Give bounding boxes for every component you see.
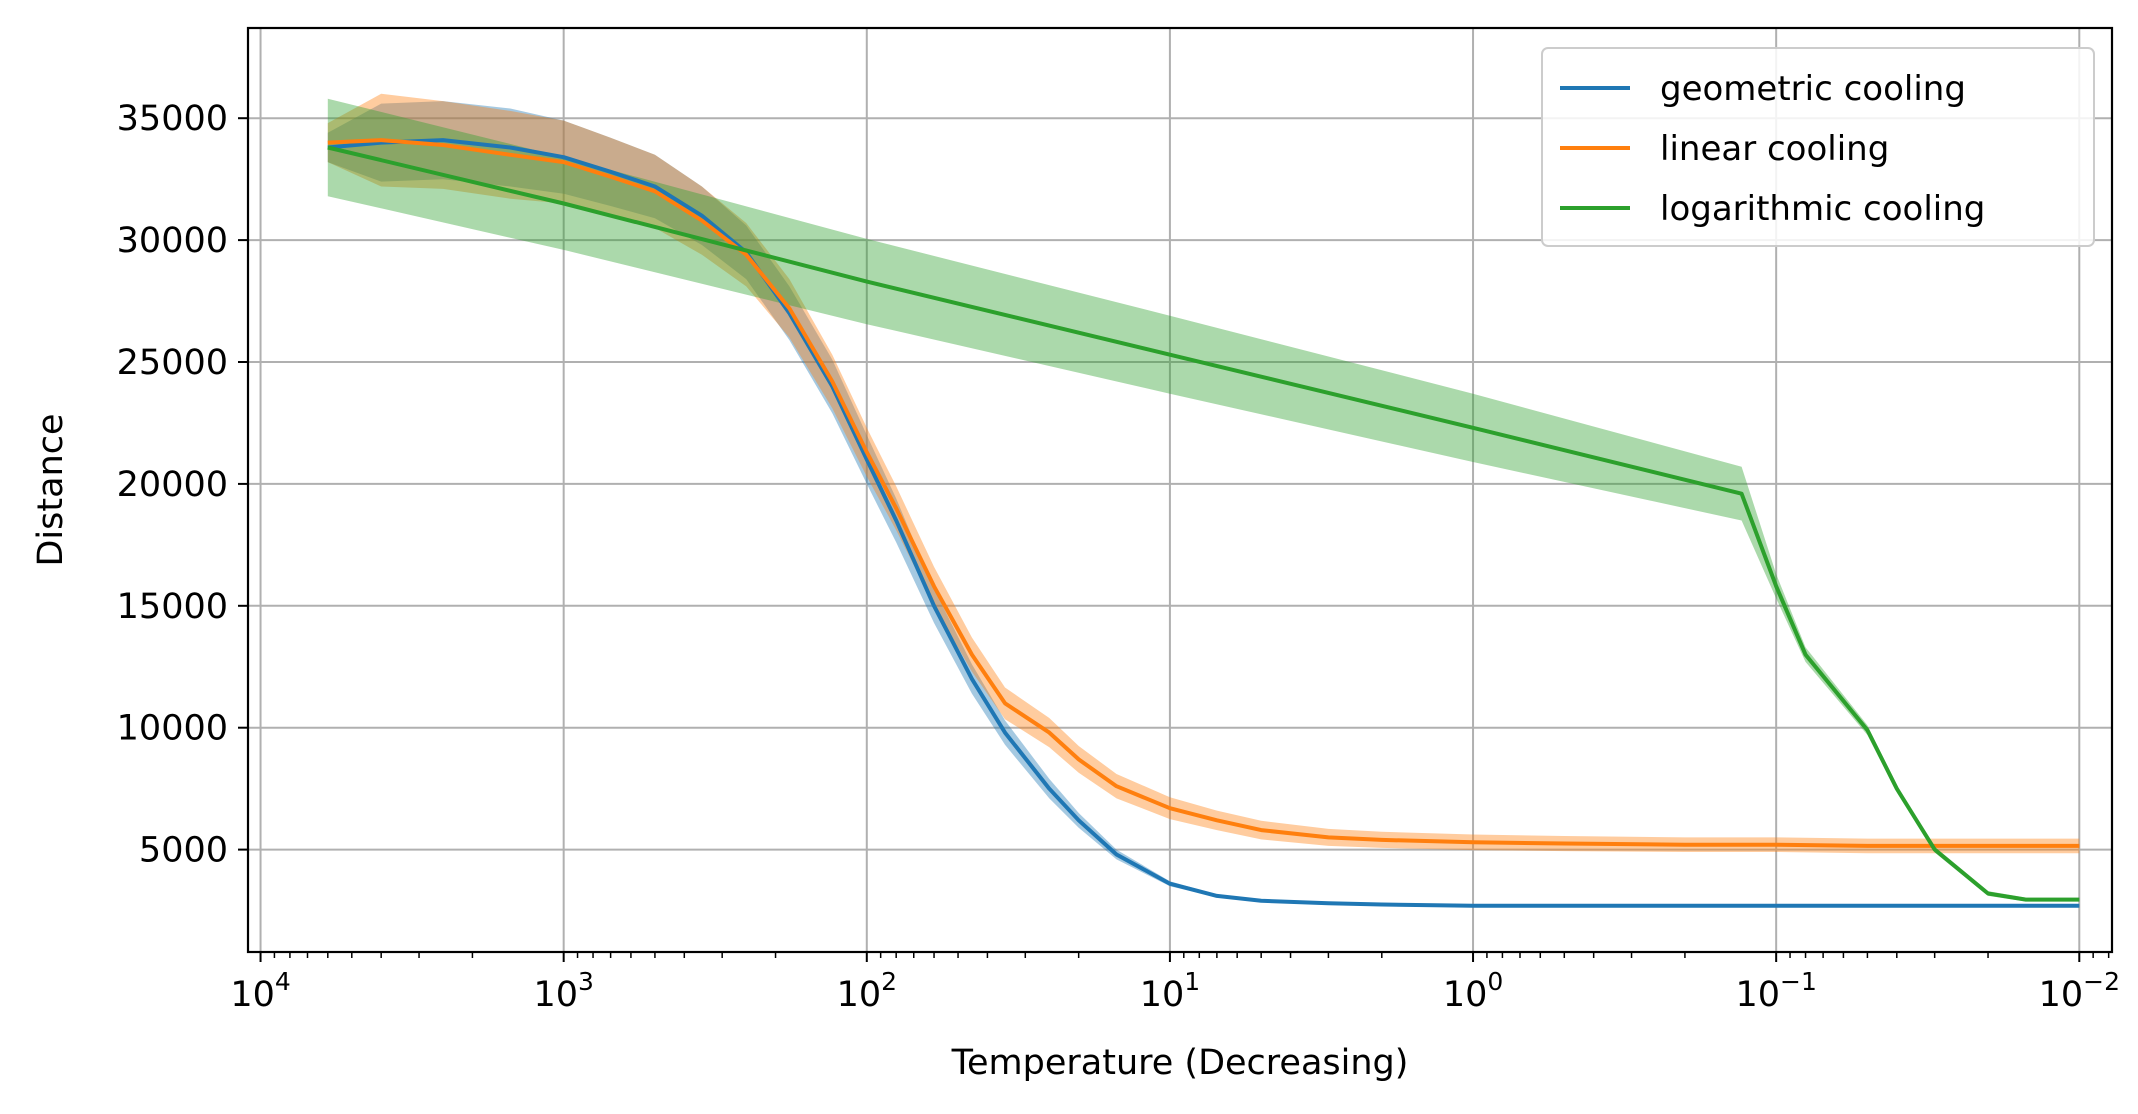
grid	[248, 28, 2112, 952]
plot-frame	[246, 26, 2114, 954]
legend-label-2: linear cooling	[1660, 129, 1889, 169]
x-tick-label: 102	[837, 967, 897, 1015]
y-tick-label: 20000	[117, 465, 228, 505]
x-tick-label: 100	[1443, 967, 1503, 1015]
confidence-bands	[327, 93, 2080, 907]
x-tick-label: 101	[1140, 967, 1200, 1015]
y-tick-label: 15000	[117, 587, 228, 627]
y-tick-label: 30000	[117, 221, 228, 261]
x-tick-label: 10−2	[2039, 967, 2120, 1015]
y-tick-label: 35000	[117, 99, 228, 139]
legend: geometric cooling linear cooling logarithm…	[1541, 47, 2095, 247]
x-tick-label: 103	[533, 967, 593, 1015]
x-tick-label: 10−1	[1735, 967, 1816, 1015]
series-line-3	[327, 145, 2080, 902]
y-tick-label: 5000	[139, 831, 228, 871]
y-axis-label: Distance	[31, 413, 71, 566]
axis-ticks: 5000 10000 15000 20000 25000 30000 35000 104 103…	[117, 99, 2120, 1015]
series-lines	[327, 138, 2080, 908]
y-tick-label: 10000	[117, 709, 228, 749]
series-band-2	[327, 93, 2080, 854]
series-band-1	[327, 101, 2080, 907]
x-axis-label: Temperature (Decreasing)	[951, 1043, 1409, 1083]
legend-label-1: geometric cooling	[1660, 69, 1966, 109]
x-tick-label: 104	[230, 967, 290, 1015]
series-line-1	[327, 138, 2080, 908]
series-band-3	[327, 98, 2080, 902]
legend-box	[1541, 47, 2095, 247]
series-line-2	[327, 138, 2080, 848]
legend-label-3: logarithmic cooling	[1660, 189, 1985, 229]
y-tick-label: 25000	[117, 343, 228, 383]
